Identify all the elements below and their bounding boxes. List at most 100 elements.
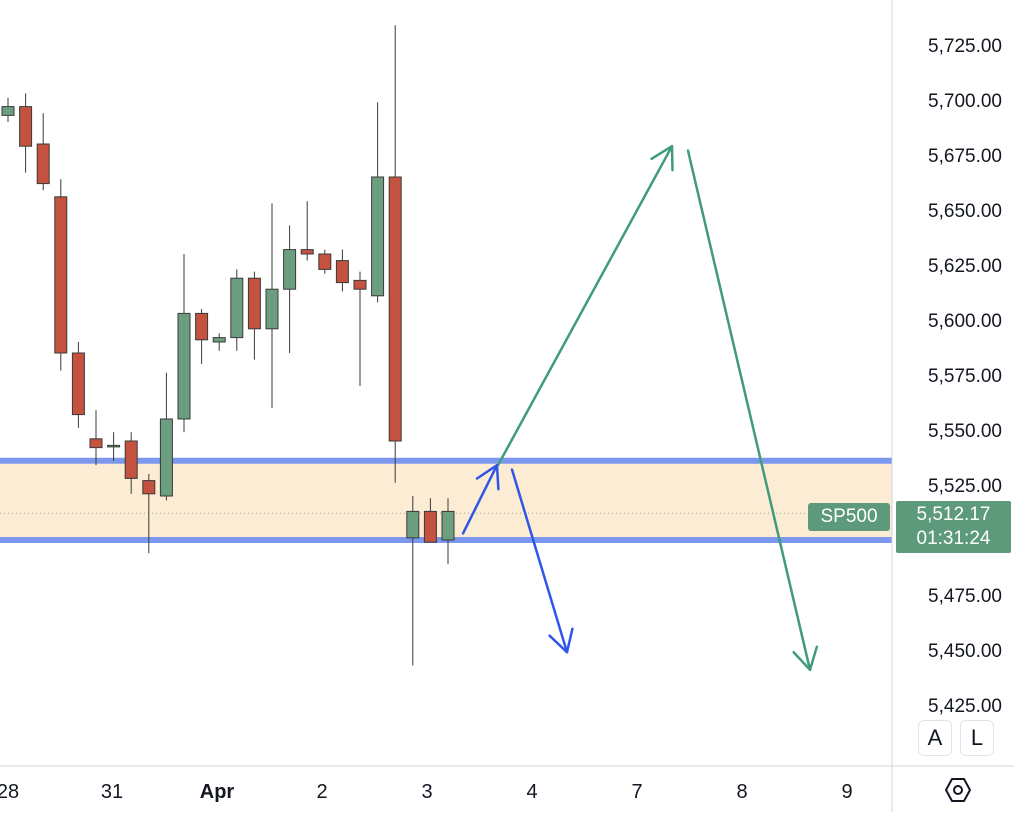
arrow-head bbox=[548, 627, 574, 654]
time-tick-label: 31 bbox=[101, 781, 123, 803]
candle bbox=[212, 333, 226, 351]
time-tick-label: 4 bbox=[526, 781, 537, 803]
candles bbox=[1, 25, 455, 666]
time-tick-label: 8 bbox=[736, 781, 747, 803]
candle-body bbox=[230, 277, 244, 339]
log-scale-button[interactable]: L bbox=[960, 720, 994, 756]
price-tick-label: 5,525.00 bbox=[928, 476, 1002, 497]
auto-scale-button[interactable]: A bbox=[918, 720, 952, 756]
arrow-shaft bbox=[461, 463, 499, 535]
time-axis[interactable]: 28 31 Apr 2 3 4 7 8 9 bbox=[0, 781, 853, 803]
candle-body bbox=[124, 440, 138, 479]
candle bbox=[247, 271, 261, 360]
time-tick-label: Apr bbox=[200, 781, 235, 803]
candle bbox=[36, 113, 50, 191]
candle bbox=[54, 179, 68, 371]
symbol-tag: SP500 bbox=[808, 503, 890, 531]
candle-body bbox=[335, 260, 349, 284]
candle-body bbox=[441, 510, 455, 541]
trend-arrow bbox=[496, 144, 674, 467]
candle-body bbox=[300, 249, 314, 255]
candle-body bbox=[107, 444, 121, 448]
time-tick-label: 3 bbox=[421, 781, 432, 803]
candle bbox=[159, 372, 173, 501]
candle bbox=[89, 410, 103, 466]
price-tick-label: 5,575.00 bbox=[928, 366, 1002, 387]
candle bbox=[230, 269, 244, 351]
candle bbox=[283, 225, 297, 353]
candle-body bbox=[388, 176, 402, 442]
price-tick-label: 5,700.00 bbox=[928, 91, 1002, 112]
price-tick-label: 5,725.00 bbox=[928, 36, 1002, 57]
trend-arrow bbox=[686, 149, 819, 672]
candle-body bbox=[54, 196, 68, 354]
candle-body bbox=[195, 312, 209, 341]
candle bbox=[300, 201, 314, 261]
candle bbox=[318, 249, 332, 274]
candle-body bbox=[177, 312, 191, 420]
candle-body bbox=[36, 143, 50, 185]
price-tick-label: 5,425.00 bbox=[928, 696, 1002, 717]
candle-body bbox=[247, 277, 261, 330]
candle-body bbox=[142, 480, 156, 495]
candle bbox=[441, 498, 455, 565]
candle bbox=[1, 97, 15, 122]
last-price-value: 5,512.17 bbox=[916, 504, 991, 525]
bar-countdown: 01:31:24 bbox=[916, 528, 991, 549]
arrow-shaft bbox=[510, 468, 569, 654]
arrow-head bbox=[475, 463, 500, 491]
candle-body bbox=[318, 253, 332, 270]
time-tick-label: 28 bbox=[0, 781, 19, 803]
chart-settings-button[interactable] bbox=[940, 772, 976, 808]
candle-body bbox=[159, 418, 173, 497]
candle bbox=[353, 271, 367, 386]
trend-arrow bbox=[510, 468, 574, 654]
trend-arrow bbox=[461, 463, 500, 535]
drawings bbox=[461, 144, 819, 672]
candle-body bbox=[212, 337, 226, 343]
arrow-shaft bbox=[496, 144, 674, 467]
arrow-shaft bbox=[686, 149, 812, 672]
hexagon-settings-icon bbox=[945, 778, 971, 802]
candle-body bbox=[1, 106, 15, 116]
price-tick-label: 5,550.00 bbox=[928, 421, 1002, 442]
price-tick-label: 5,600.00 bbox=[928, 311, 1002, 332]
candle bbox=[142, 474, 156, 554]
candle bbox=[335, 249, 349, 292]
candle-body bbox=[423, 510, 437, 543]
last-price-tag: 5,512.17 01:31:24 bbox=[896, 501, 1011, 553]
candle bbox=[423, 498, 437, 543]
symbol-label: SP500 bbox=[820, 506, 878, 527]
auto-scale-label: A bbox=[927, 725, 943, 750]
candle bbox=[388, 25, 402, 483]
candle-body bbox=[371, 176, 385, 297]
candle-body bbox=[19, 106, 33, 147]
candle bbox=[124, 432, 138, 494]
candle bbox=[71, 342, 85, 428]
time-tick-label: 2 bbox=[316, 781, 327, 803]
candle bbox=[19, 93, 33, 173]
price-tick-label: 5,450.00 bbox=[928, 641, 1002, 662]
price-tick-label: 5,675.00 bbox=[928, 146, 1002, 167]
candle-body bbox=[265, 288, 279, 330]
candle bbox=[265, 203, 279, 408]
candle-body bbox=[406, 510, 420, 539]
price-tick-label: 5,650.00 bbox=[928, 201, 1002, 222]
log-scale-label: L bbox=[970, 725, 984, 750]
candle-body bbox=[353, 279, 367, 290]
candle bbox=[371, 102, 385, 303]
price-tick-label: 5,475.00 bbox=[928, 586, 1002, 607]
candle bbox=[195, 309, 209, 364]
time-tick-label: 9 bbox=[841, 781, 852, 803]
candle bbox=[107, 432, 121, 461]
candle-body bbox=[89, 438, 103, 449]
candle bbox=[177, 254, 191, 433]
price-tick-label: 5,625.00 bbox=[928, 256, 1002, 277]
candle bbox=[406, 496, 420, 666]
candle-body bbox=[71, 352, 85, 416]
time-tick-label: 7 bbox=[631, 781, 642, 803]
candle-body bbox=[283, 249, 297, 290]
price-axis[interactable]: 5,425.005,450.005,475.005,500.005,525.00… bbox=[891, 0, 1002, 766]
arrow-head bbox=[650, 144, 674, 172]
